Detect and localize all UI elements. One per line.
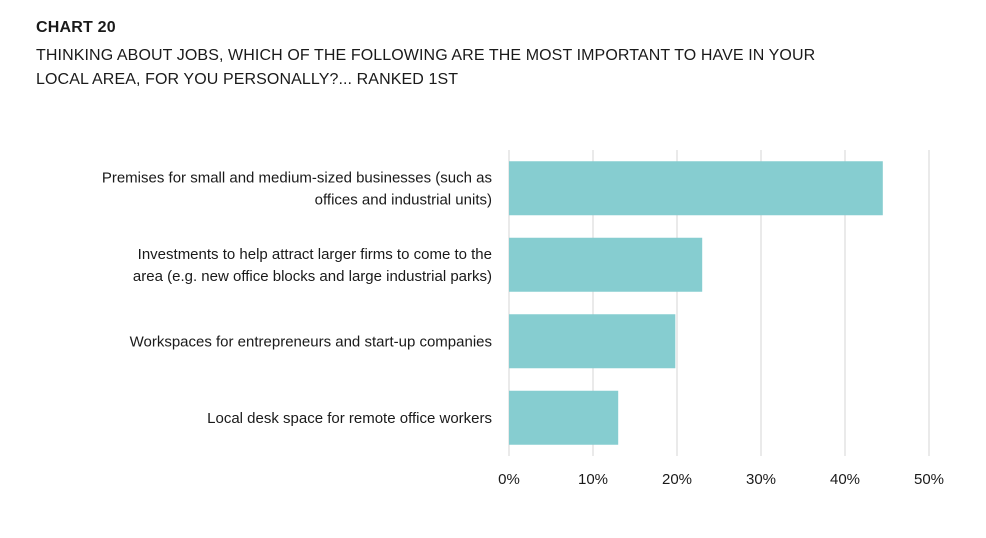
x-tick-label: 10% [578,471,608,488]
category-labels: Premises for small and medium-sized busi… [102,169,492,427]
category-label: Workspaces for entrepreneurs and start-u… [130,333,492,350]
chart-number: CHART 20 [36,19,116,36]
chart-title: THINKING ABOUT JOBS, WHICH OF THE FOLLOW… [36,47,816,88]
x-tick-label: 0% [498,471,520,488]
category-label: offices and industrial units) [315,191,492,208]
category-label: Investments to help attract larger firms… [138,246,492,263]
bar-1 [509,161,883,216]
x-tick-label: 20% [662,471,692,488]
bars [509,161,883,445]
x-axis: 0% 10% 20% 30% 40% 50% [498,471,944,488]
bar-2 [509,237,703,292]
x-tick-label: 50% [914,471,944,488]
category-label: Local desk space for remote office worke… [207,410,492,427]
bar-4 [509,390,619,445]
bar-3 [509,314,676,369]
x-tick-label: 40% [830,471,860,488]
category-label: Premises for small and medium-sized busi… [102,169,492,186]
category-label: area (e.g. new office blocks and large i… [133,268,492,285]
x-tick-label: 30% [746,471,776,488]
